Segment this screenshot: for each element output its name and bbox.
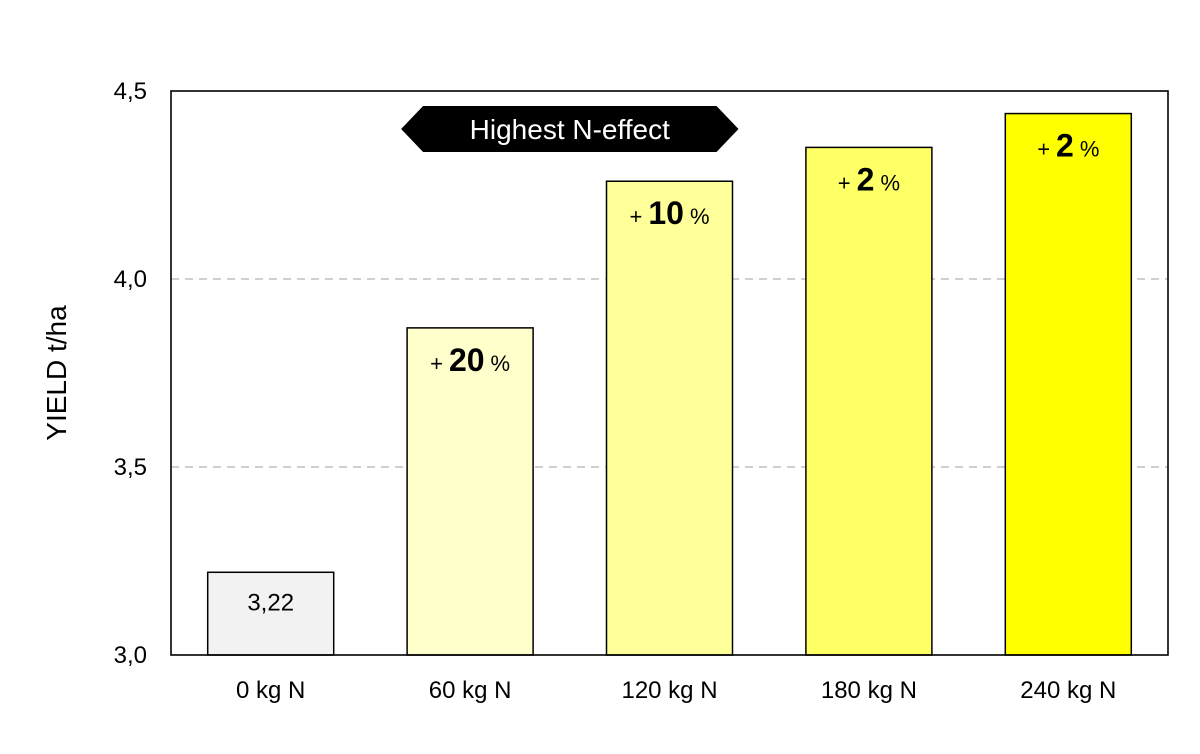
x-tick-label: 0 kg N [236,677,305,704]
increase-prefix: + [1037,137,1050,162]
increase-prefix: + [629,204,642,229]
increase-prefix: + [838,170,851,195]
x-axis-ticks: 0 kg N 60 kg N 120 kg N 180 kg N 240 kg N [236,677,1116,704]
bar-labels: 3,22+ 20 %+ 10 %+ 2 %+ 2% [247,128,1099,617]
y-axis-label: YIELD t/ha [41,305,72,441]
bar-3 [805,146,933,656]
increase-prefix: + [430,351,443,376]
bar-increase-label: +2% [838,161,900,197]
y-tick-label: 4,0 [114,266,147,293]
gridlines [171,278,1168,468]
increase-suffix: % [1080,137,1100,162]
plot-area-frame [170,90,1169,656]
banner-arrow-shape [401,106,739,152]
bar-4 [1004,112,1133,656]
increase-suffix: % [690,204,710,229]
y-tick-label: 3,0 [114,642,147,669]
bar-increase-label: +20% [430,342,510,378]
y-tick-label: 3,5 [114,454,147,481]
x-tick-label: 60 kg N [429,677,512,704]
increase-number: 2 [857,161,875,197]
increase-number: 20 [449,342,485,378]
bar-1 [406,327,534,656]
increase-number: 2 [1056,128,1074,164]
bar-value-label: 3,22 [247,589,294,616]
highest-n-effect-banner: Highest N-effect [401,106,739,152]
banner-label: Highest N-effect [470,114,670,145]
y-axis-ticks: 3,0 3,5 4,0 4,5 [114,78,147,669]
bar-2 [605,180,734,656]
bar-0 [206,571,335,656]
increase-number: 10 [648,195,684,231]
x-tick-label: 120 kg N [621,677,717,704]
y-tick-label: 4,5 [114,78,147,105]
x-tick-label: 180 kg N [821,677,917,704]
bar-increase-label: +2% [1037,128,1099,164]
increase-suffix: % [491,351,511,376]
bars [206,112,1133,656]
x-tick-label: 240 kg N [1020,677,1116,704]
increase-suffix: % [880,170,900,195]
bar-increase-label: +10% [629,195,709,231]
